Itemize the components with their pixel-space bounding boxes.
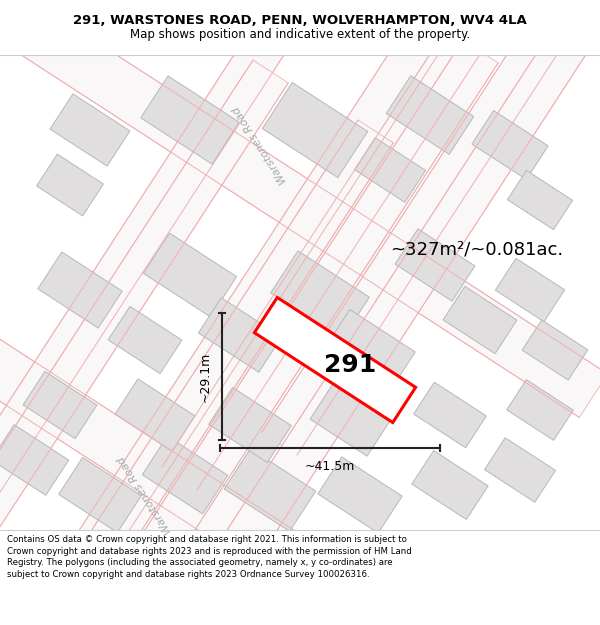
Polygon shape <box>325 309 415 391</box>
Polygon shape <box>318 457 402 533</box>
Polygon shape <box>37 154 103 216</box>
Text: Map shows position and indicative extent of the property.: Map shows position and indicative extent… <box>130 28 470 41</box>
Text: ~41.5m: ~41.5m <box>305 460 355 473</box>
Polygon shape <box>115 379 195 451</box>
Polygon shape <box>59 458 142 532</box>
Polygon shape <box>496 258 565 322</box>
Text: 291, WARSTONES ROAD, PENN, WOLVERHAMPTON, WV4 4LA: 291, WARSTONES ROAD, PENN, WOLVERHAMPTON… <box>73 14 527 27</box>
Polygon shape <box>0 120 393 625</box>
Text: ~327m²/~0.081ac.: ~327m²/~0.081ac. <box>390 241 563 259</box>
Polygon shape <box>143 233 236 317</box>
Text: Contains OS data © Crown copyright and database right 2021. This information is : Contains OS data © Crown copyright and d… <box>7 535 412 579</box>
Polygon shape <box>199 298 281 372</box>
Polygon shape <box>508 171 572 229</box>
Polygon shape <box>355 138 425 202</box>
Polygon shape <box>142 436 228 514</box>
Polygon shape <box>507 379 573 441</box>
Polygon shape <box>484 438 556 503</box>
Polygon shape <box>254 298 416 423</box>
Text: ~29.1m: ~29.1m <box>199 351 212 402</box>
Polygon shape <box>141 76 239 164</box>
Polygon shape <box>472 111 548 179</box>
Polygon shape <box>224 449 316 531</box>
Polygon shape <box>0 232 422 625</box>
Polygon shape <box>413 382 487 448</box>
Polygon shape <box>0 60 288 625</box>
Polygon shape <box>262 0 600 455</box>
Polygon shape <box>0 0 363 520</box>
Polygon shape <box>310 384 390 456</box>
Polygon shape <box>522 320 588 380</box>
Text: Warstones Road: Warstones Road <box>231 104 289 186</box>
Polygon shape <box>82 40 498 625</box>
Polygon shape <box>271 251 369 339</box>
Polygon shape <box>23 371 97 439</box>
Polygon shape <box>443 286 517 354</box>
Text: Warstones Road: Warstones Road <box>116 454 174 536</box>
Polygon shape <box>62 0 478 580</box>
Text: 291: 291 <box>324 353 376 377</box>
Polygon shape <box>38 252 122 328</box>
Polygon shape <box>162 0 578 490</box>
Polygon shape <box>262 82 368 178</box>
Polygon shape <box>0 0 600 418</box>
Polygon shape <box>209 388 292 462</box>
Polygon shape <box>187 5 600 615</box>
Polygon shape <box>50 94 130 166</box>
Polygon shape <box>0 424 68 496</box>
Polygon shape <box>395 229 475 301</box>
Polygon shape <box>108 306 182 374</box>
Polygon shape <box>386 76 474 154</box>
Polygon shape <box>412 451 488 519</box>
